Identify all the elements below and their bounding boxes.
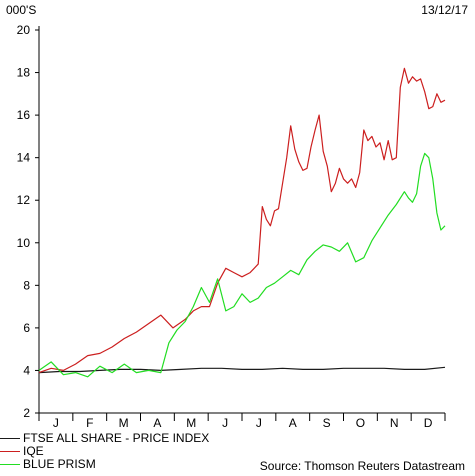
legend-swatch-blue-prism	[0, 463, 20, 466]
y-tick-label: 14	[17, 151, 31, 165]
y-tick-label: 12	[17, 193, 31, 207]
legend-swatch-ftse	[0, 437, 20, 440]
legend-swatch-iqe	[0, 450, 20, 453]
y-axis: 2 4 6 8 10 12 14 16 18 20	[17, 23, 40, 420]
x-tick-label: S	[323, 416, 331, 430]
iqe-line	[38, 67, 446, 374]
unit-label: 000'S	[6, 3, 37, 17]
x-tick-label: A	[153, 416, 161, 430]
y-tick-label: 8	[23, 278, 30, 292]
x-tick-label: M	[186, 416, 196, 430]
x-tick-label: A	[289, 416, 297, 430]
x-tick-label: F	[86, 416, 93, 430]
y-tick-label: 10	[17, 236, 31, 250]
blue-prism-line	[38, 152, 446, 378]
legend-label-ftse: FTSE ALL SHARE - PRICE INDEX	[23, 431, 210, 445]
x-tick-label: J	[53, 416, 59, 430]
x-tick-label: O	[356, 416, 365, 430]
series-lines	[38, 67, 446, 378]
source-note: Source: Thomson Reuters Datastream	[259, 459, 465, 473]
y-tick-label: 18	[17, 66, 31, 80]
x-tick-label: J	[256, 416, 262, 430]
y-tick-label: 20	[17, 23, 31, 37]
ftse-line	[38, 366, 446, 374]
legend-label-iqe: IQE	[23, 444, 44, 458]
y-tick-label: 4	[23, 363, 30, 377]
legend-item-blue-prism: BLUE PRISM	[0, 458, 96, 471]
x-tick-label: M	[119, 416, 129, 430]
x-tick-label: J	[222, 416, 228, 430]
x-tick-label: D	[424, 416, 433, 430]
y-tick-label: 6	[23, 321, 30, 335]
x-tick-label: N	[390, 416, 399, 430]
date-label: 13/12/17	[421, 3, 468, 17]
y-tick-label: 16	[17, 108, 31, 122]
y-tick-label: 2	[23, 406, 30, 420]
legend-item-ftse: FTSE ALL SHARE - PRICE INDEX	[0, 432, 209, 445]
legend-label-blue-prism: BLUE PRISM	[23, 457, 96, 471]
legend-item-iqe: IQE	[0, 445, 44, 458]
